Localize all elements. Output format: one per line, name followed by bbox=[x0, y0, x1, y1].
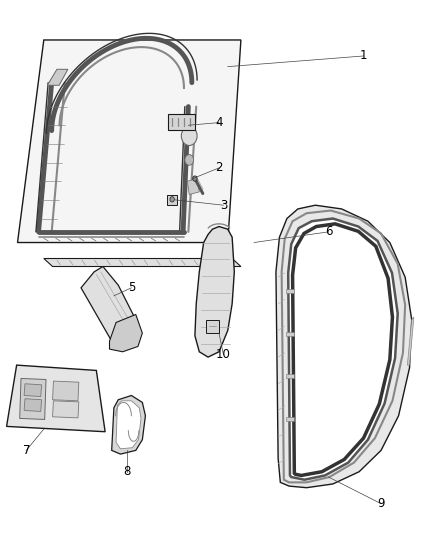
Polygon shape bbox=[7, 365, 105, 432]
Bar bbox=[286, 289, 294, 293]
Polygon shape bbox=[116, 401, 141, 449]
Polygon shape bbox=[110, 314, 142, 352]
Polygon shape bbox=[276, 205, 412, 488]
Bar bbox=[286, 374, 294, 378]
Polygon shape bbox=[53, 381, 79, 401]
Polygon shape bbox=[20, 378, 46, 419]
Polygon shape bbox=[195, 227, 234, 357]
Polygon shape bbox=[24, 399, 42, 411]
Circle shape bbox=[170, 197, 174, 202]
FancyBboxPatch shape bbox=[206, 320, 219, 333]
Bar bbox=[286, 332, 294, 336]
Text: 3: 3 bbox=[220, 199, 227, 212]
Text: 4: 4 bbox=[215, 116, 223, 129]
Circle shape bbox=[185, 155, 194, 165]
Polygon shape bbox=[24, 384, 42, 397]
Polygon shape bbox=[47, 69, 68, 85]
Polygon shape bbox=[53, 401, 79, 418]
FancyBboxPatch shape bbox=[167, 195, 177, 205]
Circle shape bbox=[193, 176, 197, 181]
Text: 1: 1 bbox=[360, 50, 367, 62]
Polygon shape bbox=[187, 179, 199, 195]
Text: 2: 2 bbox=[215, 161, 223, 174]
Text: 5: 5 bbox=[128, 281, 135, 294]
Text: 6: 6 bbox=[325, 225, 332, 238]
Circle shape bbox=[181, 126, 197, 146]
Polygon shape bbox=[112, 395, 145, 454]
Text: 9: 9 bbox=[377, 497, 385, 510]
Text: 10: 10 bbox=[216, 348, 231, 361]
Polygon shape bbox=[288, 219, 398, 480]
Polygon shape bbox=[407, 317, 414, 365]
Polygon shape bbox=[18, 40, 241, 243]
Polygon shape bbox=[44, 259, 241, 266]
Bar bbox=[286, 417, 294, 421]
FancyBboxPatch shape bbox=[168, 114, 195, 130]
Polygon shape bbox=[81, 266, 136, 341]
Polygon shape bbox=[293, 224, 392, 475]
Text: 8: 8 bbox=[124, 465, 131, 478]
Text: 7: 7 bbox=[22, 444, 30, 457]
